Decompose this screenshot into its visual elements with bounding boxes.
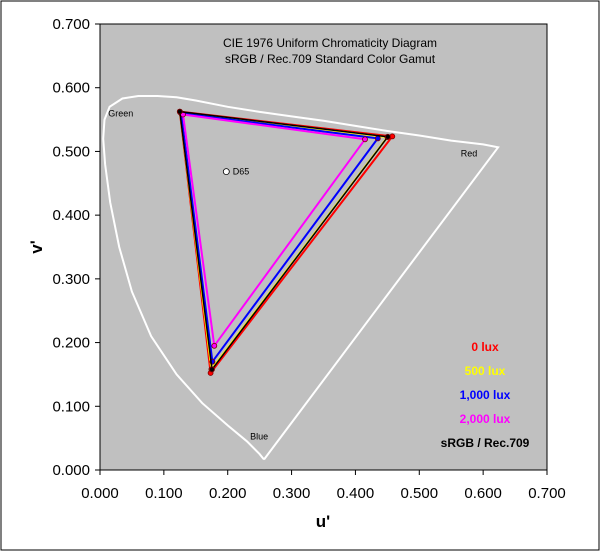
white-point-marker xyxy=(222,168,230,176)
y-tick-label-0: 0.000 xyxy=(52,462,90,479)
series-point-2-1 xyxy=(374,135,381,142)
series-line-4 xyxy=(179,110,390,372)
x-tick-label-5: 0.500 xyxy=(401,485,439,502)
x-tick-label-1: 0.100 xyxy=(145,485,183,502)
y-axis-label: v' xyxy=(27,240,46,254)
legend-entry-3: 2,000 lux xyxy=(460,412,511,426)
spectral-locus xyxy=(102,95,500,461)
annotation-d65: D65 xyxy=(233,166,250,176)
y-tick-label-5: 0.500 xyxy=(52,143,90,160)
annotation-blue: Blue xyxy=(250,431,268,441)
y-tick-label-1: 0.100 xyxy=(52,398,90,415)
series-layer xyxy=(176,108,396,376)
legend-entry-0: 0 lux xyxy=(471,340,499,354)
series-line-3 xyxy=(182,113,367,349)
x-axis-label: u' xyxy=(316,512,330,531)
legend-entry-2: 1,000 lux xyxy=(460,388,511,402)
x-tick-label-2: 0.200 xyxy=(209,485,247,502)
plot-area xyxy=(99,23,548,471)
legend: 0 lux 500 lux 1,000 lux 2,000 lux sRGB / Rec… xyxy=(441,340,530,450)
annotation-green: Green xyxy=(108,108,133,118)
annotation-layer: Green Red Blue D65 xyxy=(108,108,477,441)
series-line-2 xyxy=(180,112,380,365)
legend-entry-1: 500 lux xyxy=(465,364,506,378)
x-tick-label-4: 0.400 xyxy=(337,485,375,502)
axis-layer: 0.000 0.100 0.200 0.300 0.400 0.500 0.600 0.700… xyxy=(52,16,565,502)
x-tick-label-7: 0.700 xyxy=(528,485,566,502)
y-tick-label-6: 0.600 xyxy=(52,80,90,97)
y-tick-label-4: 0.400 xyxy=(52,207,90,224)
chart-subtitle: sRGB / Rec.709 Standard Color Gamut xyxy=(225,52,436,66)
chart-title: CIE 1976 Uniform Chromaticity Diagram xyxy=(223,36,437,50)
series-point-4-1 xyxy=(384,133,391,140)
series-point-3-1 xyxy=(362,136,368,143)
annotation-red: Red xyxy=(461,149,478,159)
x-tick-label-0: 0.000 xyxy=(81,485,119,502)
series-point-4-0 xyxy=(176,108,183,115)
series-point-4-2 xyxy=(209,366,215,373)
x-tick-label-6: 0.600 xyxy=(464,485,502,502)
legend-entry-4: sRGB / Rec.709 xyxy=(441,436,530,450)
x-tick-label-3: 0.300 xyxy=(273,485,311,502)
series-point-3-2 xyxy=(211,342,218,349)
y-tick-label-2: 0.200 xyxy=(52,335,90,352)
series-4 xyxy=(176,108,391,373)
y-tick-label-7: 0.700 xyxy=(52,16,90,33)
y-tick-label-3: 0.300 xyxy=(52,271,90,288)
